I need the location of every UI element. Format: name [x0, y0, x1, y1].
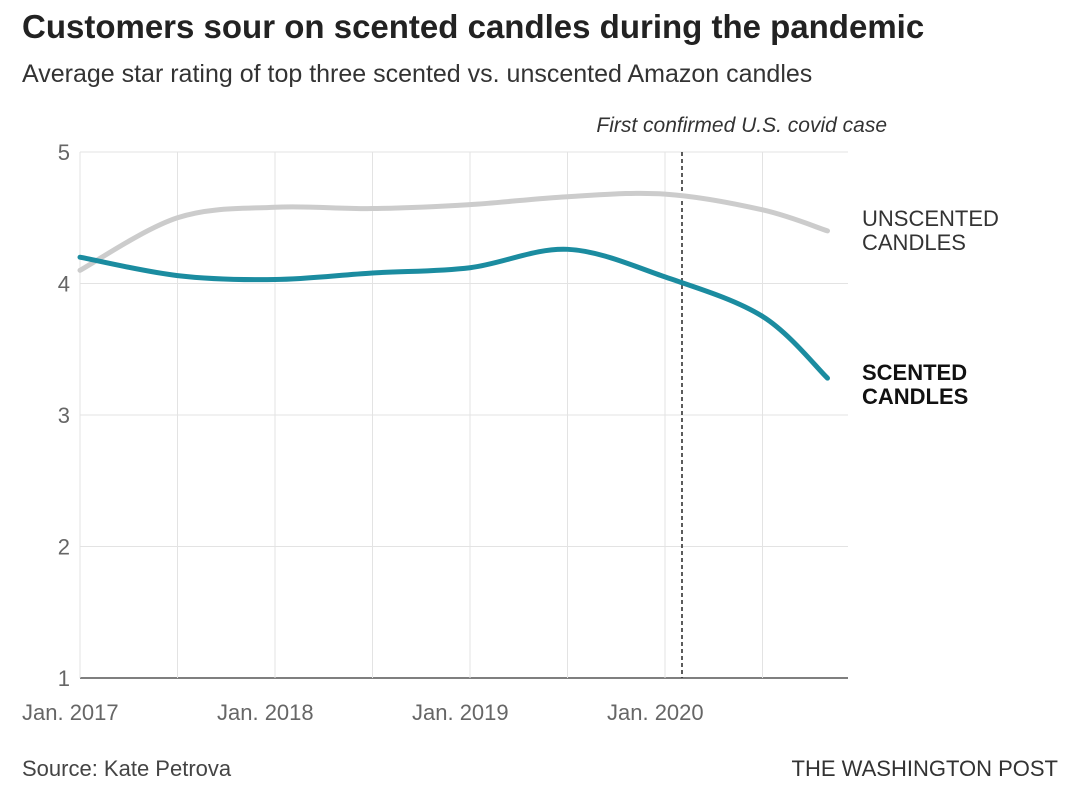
grid-lines	[79, 151, 848, 679]
x-tick-label: Jan. 2020	[607, 700, 704, 725]
covid-annotation-label: First confirmed U.S. covid case	[596, 114, 887, 137]
scented-candles-line	[77, 246, 830, 381]
y-axis: 1 2 3 4 5	[58, 140, 70, 691]
y-tick-label: 4	[58, 272, 70, 297]
annotation-group: First confirmed U.S. covid case	[596, 114, 887, 678]
y-tick-label: 3	[58, 403, 70, 428]
x-axis: Jan. 2017 Jan. 2018 Jan. 2019 Jan. 2020	[22, 700, 704, 725]
y-tick-label: 5	[58, 140, 70, 165]
unscented-candles-label: UNSCENTED CANDLES	[862, 206, 999, 255]
publisher-credit: THE WASHINGTON POST	[791, 756, 1058, 781]
source-note: Source: Kate Petrova	[22, 756, 232, 781]
chart-title: Customers sour on scented candles during…	[22, 8, 925, 45]
series-label-line: CANDLES	[862, 384, 968, 409]
x-tick-label: Jan. 2019	[412, 700, 509, 725]
x-tick-label: Jan. 2018	[217, 700, 314, 725]
y-tick-label: 1	[58, 666, 70, 691]
series-lines	[77, 190, 830, 381]
chart-subtitle: Average star rating of top three scented…	[22, 60, 813, 88]
x-tick-label: Jan. 2017	[22, 700, 119, 725]
series-label-line: CANDLES	[862, 230, 966, 255]
series-label-line: UNSCENTED	[862, 206, 999, 231]
scented-candles-label: SCENTED CANDLES	[862, 360, 968, 409]
series-label-line: SCENTED	[862, 360, 967, 385]
unscented-candles-line	[77, 190, 830, 273]
y-tick-label: 2	[58, 535, 70, 560]
